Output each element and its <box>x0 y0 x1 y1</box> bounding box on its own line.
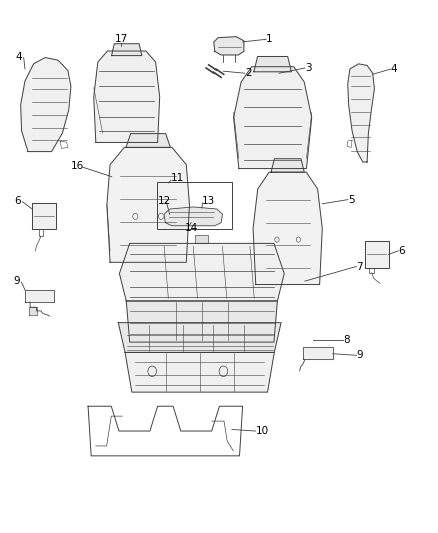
Text: 11: 11 <box>171 173 184 183</box>
Text: 13: 13 <box>202 196 215 206</box>
Polygon shape <box>365 241 389 268</box>
Text: 12: 12 <box>158 196 171 206</box>
Polygon shape <box>126 301 277 342</box>
Polygon shape <box>253 172 322 285</box>
Text: 4: 4 <box>391 64 397 74</box>
Text: 5: 5 <box>348 195 354 205</box>
Text: 16: 16 <box>71 161 84 171</box>
Text: 9: 9 <box>357 350 363 360</box>
Text: 1: 1 <box>266 34 273 44</box>
Polygon shape <box>94 51 160 142</box>
Text: 3: 3 <box>305 63 311 73</box>
Polygon shape <box>21 58 71 151</box>
Polygon shape <box>233 67 312 168</box>
Polygon shape <box>112 44 142 55</box>
Polygon shape <box>118 322 281 352</box>
Text: 10: 10 <box>255 426 268 436</box>
Polygon shape <box>303 348 333 359</box>
Bar <box>157 182 232 229</box>
Polygon shape <box>126 134 170 148</box>
Text: 4: 4 <box>15 52 22 61</box>
Polygon shape <box>32 203 56 229</box>
Polygon shape <box>254 56 291 72</box>
Text: 14: 14 <box>185 223 198 233</box>
Polygon shape <box>214 37 244 55</box>
Text: 7: 7 <box>357 262 363 271</box>
Polygon shape <box>29 307 36 314</box>
Text: 17: 17 <box>114 34 128 44</box>
Polygon shape <box>120 244 284 301</box>
Polygon shape <box>271 159 304 172</box>
Polygon shape <box>164 207 223 226</box>
Text: 8: 8 <box>343 335 350 345</box>
Polygon shape <box>348 64 374 162</box>
Text: 9: 9 <box>14 276 21 286</box>
Polygon shape <box>195 235 208 244</box>
Text: 2: 2 <box>245 68 251 78</box>
Polygon shape <box>125 352 274 392</box>
Polygon shape <box>107 148 190 262</box>
Text: 6: 6 <box>14 196 21 206</box>
Polygon shape <box>25 290 54 302</box>
Text: 6: 6 <box>399 246 405 256</box>
